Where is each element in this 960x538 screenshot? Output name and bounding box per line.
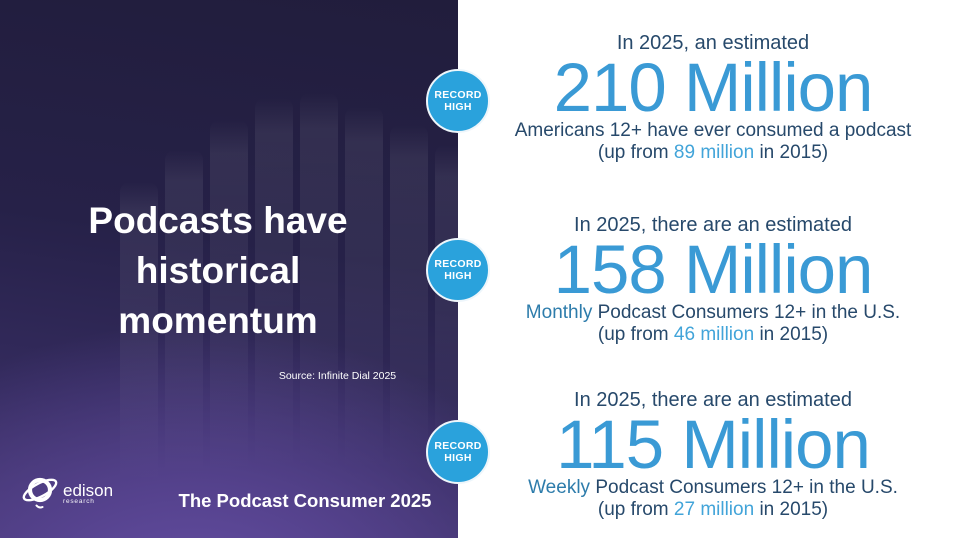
stat-intro: In 2025, there are an estimated — [574, 214, 852, 236]
stat-comparison: (up from 89 million in 2015) — [597, 142, 829, 163]
comparison-value: 89 million — [673, 142, 755, 163]
stat-intro: In 2025, an estimated — [616, 32, 810, 54]
logo-wordmark: edison research — [63, 480, 114, 505]
stat-description: Weekly Podcast Consumers 12+ in the U.S. — [473, 477, 953, 499]
stat-keyword: Monthly — [525, 302, 593, 323]
stat-block-monthly: In 2025, there are an estimated 158 Mill… — [473, 212, 953, 346]
comparison-value: 27 million — [673, 499, 755, 520]
title-line-2: historical — [135, 250, 301, 291]
page-title: Podcasts have historical momentum — [36, 196, 400, 346]
stat-description-text: Americans 12+ have ever consumed a podca… — [514, 120, 912, 141]
wave-bar — [300, 93, 338, 538]
wave-bar — [390, 125, 428, 538]
edison-research-logo: edison research — [20, 468, 113, 519]
stat-description: Americans 12+ have ever consumed a podca… — [473, 120, 953, 142]
left-panel: Podcasts have historical momentum Source… — [0, 0, 473, 538]
stat-keyword: Weekly — [528, 477, 591, 498]
stat-description-text: Podcast Consumers 12+ in the U.S. — [590, 477, 898, 498]
wave-bar — [345, 107, 383, 538]
stat-comparison: (up from 46 million in 2015) — [597, 324, 829, 345]
stat-value: 158 Million — [553, 231, 874, 308]
stats-panel: In 2025, an estimated 210 Million Americ… — [458, 0, 960, 538]
edison-planet-icon — [20, 468, 60, 519]
stat-value: 115 Million — [556, 406, 871, 483]
wave-bar — [255, 98, 293, 538]
record-high-badge: RECORD HIGH — [426, 69, 490, 133]
stat-description-text: Podcast Consumers 12+ in the U.S. — [592, 302, 901, 323]
stat-block-ever-consumed: In 2025, an estimated 210 Million Americ… — [473, 30, 953, 164]
title-line-3: momentum — [118, 300, 318, 341]
source-note: Source: Infinite Dial 2025 — [278, 370, 397, 382]
report-title: The Podcast Consumer 2025 — [178, 490, 432, 511]
wave-bar — [120, 182, 158, 538]
comparison-value: 46 million — [673, 324, 755, 345]
stat-block-weekly: In 2025, there are an estimated 115 Mill… — [473, 387, 953, 521]
stat-comparison: (up from 27 million in 2015) — [597, 499, 829, 520]
wave-bar — [210, 120, 248, 538]
stat-value: 210 Million — [553, 49, 874, 126]
title-line-1: Podcasts have — [88, 200, 348, 241]
record-high-badge: RECORD HIGH — [426, 238, 490, 302]
record-high-badge: RECORD HIGH — [426, 420, 490, 484]
logo-subtitle: research — [63, 497, 95, 505]
wave-bar — [165, 150, 203, 538]
stat-description: Monthly Podcast Consumers 12+ in the U.S… — [473, 302, 953, 324]
stat-intro: In 2025, there are an estimated — [574, 389, 852, 411]
logo-name: edison — [63, 480, 114, 500]
